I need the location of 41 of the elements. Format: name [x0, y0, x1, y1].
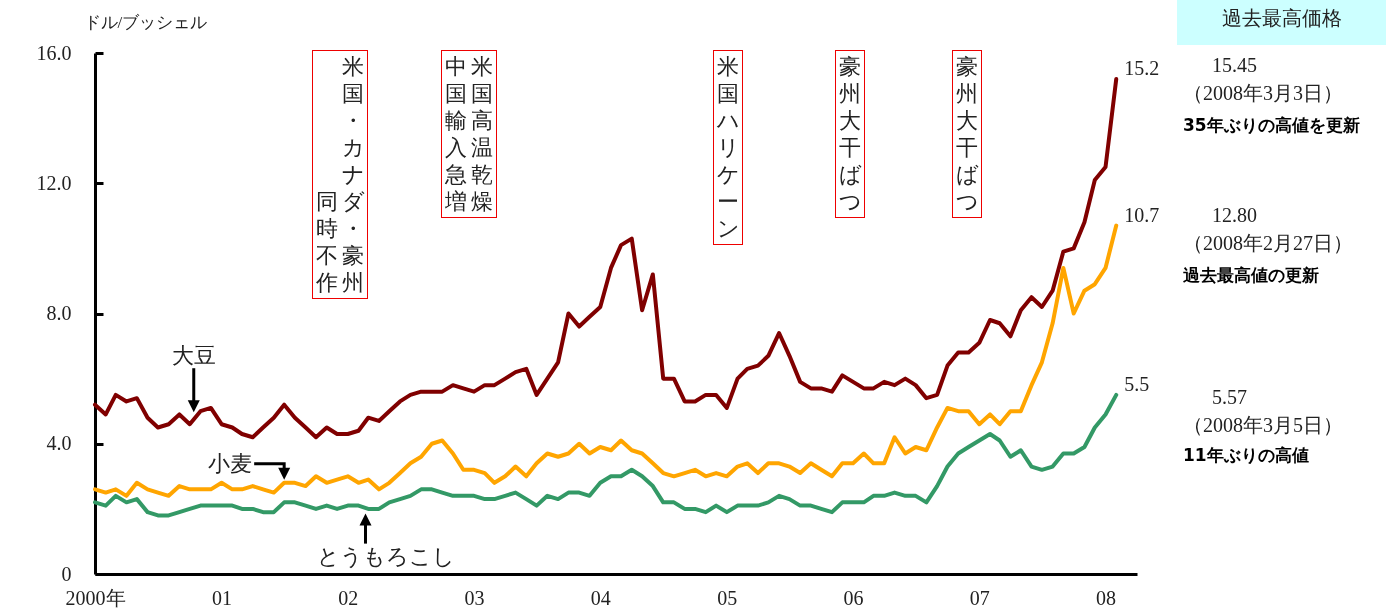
x-tick-label: 02: [338, 586, 359, 609]
text: 過去最高価格: [1177, 0, 1386, 45]
text: （2008年2月27日）: [1183, 232, 1353, 254]
note-box: 米国・カナダ・豪州 同時不作: [312, 50, 368, 299]
text: 過去最高値の更新: [1183, 264, 1319, 285]
annotation: 中国輸入急増: [444, 53, 468, 215]
text: 5.57: [1212, 386, 1247, 408]
line-series: [93, 392, 1119, 518]
series-label: 小麦: [208, 450, 253, 476]
x-tick-label: 08: [1096, 586, 1117, 609]
annotation: 同時不作: [315, 188, 339, 296]
y-tick-label: 12.0: [36, 171, 72, 194]
note-box: 豪州大干ばつ: [952, 50, 982, 218]
x-tick-label: 05: [717, 586, 738, 609]
x-tick-label: 03: [464, 586, 485, 609]
note-box: 豪州大干ばつ: [835, 50, 865, 218]
text: （2008年3月5日）: [1183, 414, 1343, 436]
y-tick-label: 4.0: [46, 432, 72, 455]
text: 15.45: [1212, 54, 1257, 76]
y-axis-title: ドル/ブッシェル: [83, 12, 208, 32]
note-box: 米国ハリケーン: [713, 50, 743, 245]
x-tick-label: 04: [590, 586, 611, 609]
y-tick-label: 16.0: [36, 41, 72, 64]
text: 35年ぶりの高値を更新: [1183, 114, 1360, 135]
text: （2008年3月3日）: [1183, 82, 1343, 104]
data-label: 5.5: [1124, 372, 1150, 395]
series-label: とうもろこし: [316, 543, 455, 569]
data-label: 10.7: [1124, 203, 1160, 226]
line-series: [93, 77, 1119, 440]
x-tick-label: 2000年: [65, 586, 126, 609]
series-label: 大豆: [171, 343, 216, 369]
text: 12.80: [1212, 204, 1257, 226]
y-tick-label: 8.0: [46, 302, 72, 324]
data-label: 15.2: [1124, 57, 1160, 80]
y-tick-label: 0: [61, 562, 72, 585]
annotation: 米国高温乾燥: [470, 53, 494, 215]
note-box: 米国高温乾燥 中国輸入急増: [441, 50, 497, 218]
x-tick-label: 06: [843, 586, 864, 609]
text: 11年ぶりの高値: [1183, 444, 1309, 465]
x-tick-label: 07: [969, 586, 990, 609]
x-tick-label: 01: [212, 586, 233, 609]
